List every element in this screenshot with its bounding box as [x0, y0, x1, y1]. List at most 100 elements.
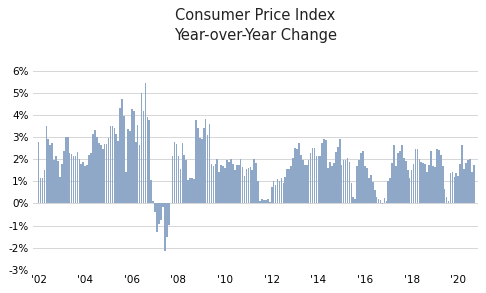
- Bar: [205, 119, 207, 203]
- Bar: [405, 161, 407, 203]
- Bar: [188, 180, 189, 203]
- Bar: [399, 151, 401, 203]
- Bar: [116, 134, 117, 203]
- Bar: [228, 162, 230, 203]
- Bar: [172, 156, 174, 203]
- Bar: [442, 166, 444, 203]
- Bar: [210, 164, 212, 203]
- Bar: [106, 144, 107, 203]
- Bar: [302, 160, 304, 203]
- Bar: [428, 165, 430, 203]
- Bar: [90, 153, 92, 203]
- Bar: [259, 201, 261, 203]
- Bar: [71, 154, 72, 203]
- Bar: [372, 182, 374, 203]
- Bar: [61, 164, 63, 203]
- Bar: [420, 161, 422, 203]
- Bar: [59, 177, 61, 203]
- Bar: [453, 177, 455, 203]
- Bar: [193, 179, 195, 203]
- Bar: [376, 197, 378, 203]
- Bar: [118, 141, 119, 203]
- Bar: [164, 203, 166, 251]
- Bar: [257, 181, 259, 203]
- Bar: [230, 159, 232, 203]
- Bar: [158, 203, 160, 224]
- Bar: [300, 155, 302, 203]
- Bar: [180, 169, 181, 203]
- Bar: [263, 200, 265, 203]
- Bar: [108, 138, 109, 203]
- Bar: [88, 155, 90, 203]
- Bar: [92, 134, 94, 203]
- Bar: [110, 126, 111, 203]
- Bar: [212, 166, 214, 203]
- Bar: [319, 156, 321, 203]
- Bar: [81, 164, 82, 203]
- Bar: [42, 178, 43, 203]
- Bar: [417, 149, 418, 203]
- Bar: [269, 202, 271, 203]
- Bar: [403, 158, 405, 203]
- Bar: [463, 169, 465, 203]
- Bar: [424, 163, 426, 203]
- Bar: [352, 197, 354, 203]
- Bar: [277, 179, 278, 203]
- Bar: [203, 128, 205, 203]
- Bar: [391, 163, 393, 203]
- Bar: [413, 164, 415, 203]
- Bar: [471, 172, 473, 203]
- Bar: [356, 166, 358, 203]
- Bar: [418, 159, 420, 203]
- Bar: [55, 156, 57, 203]
- Bar: [280, 178, 282, 203]
- Bar: [313, 148, 315, 203]
- Bar: [75, 156, 76, 203]
- Bar: [430, 151, 432, 203]
- Bar: [397, 153, 399, 203]
- Bar: [444, 189, 446, 203]
- Bar: [370, 175, 372, 203]
- Bar: [155, 203, 156, 212]
- Bar: [450, 173, 451, 203]
- Bar: [290, 166, 292, 203]
- Bar: [360, 153, 362, 203]
- Bar: [304, 165, 306, 203]
- Bar: [473, 165, 475, 203]
- Bar: [294, 148, 296, 203]
- Bar: [65, 137, 67, 203]
- Bar: [366, 168, 368, 203]
- Bar: [168, 203, 170, 225]
- Bar: [273, 181, 275, 203]
- Bar: [308, 160, 310, 203]
- Bar: [323, 139, 325, 203]
- Title: Consumer Price Index
Year-over-Year Change: Consumer Price Index Year-over-Year Chan…: [174, 8, 337, 43]
- Bar: [243, 176, 245, 203]
- Bar: [395, 166, 397, 203]
- Bar: [271, 187, 273, 203]
- Bar: [249, 167, 251, 203]
- Bar: [162, 203, 164, 207]
- Bar: [141, 93, 142, 203]
- Bar: [133, 111, 135, 203]
- Bar: [40, 178, 41, 203]
- Bar: [358, 160, 360, 203]
- Bar: [114, 128, 115, 203]
- Bar: [38, 142, 39, 203]
- Bar: [312, 148, 313, 203]
- Bar: [85, 166, 86, 203]
- Bar: [284, 177, 286, 203]
- Bar: [306, 165, 308, 203]
- Bar: [131, 109, 133, 203]
- Bar: [96, 137, 98, 203]
- Bar: [467, 160, 469, 203]
- Bar: [245, 169, 247, 203]
- Bar: [208, 124, 210, 203]
- Bar: [434, 167, 436, 203]
- Bar: [120, 108, 121, 203]
- Bar: [333, 163, 335, 203]
- Bar: [348, 162, 350, 203]
- Bar: [186, 160, 187, 203]
- Bar: [327, 168, 329, 203]
- Bar: [465, 163, 467, 203]
